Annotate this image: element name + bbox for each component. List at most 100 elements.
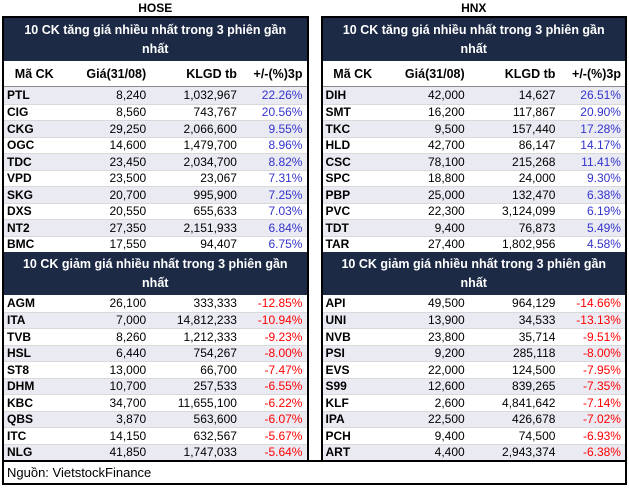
price-cell: 49,500 [427,296,465,311]
ticker-cell: ITC [7,428,27,443]
price-cell: 13,000 [109,362,147,377]
price-cell: 2,600 [434,395,465,410]
change-cell: -6.93% [582,428,621,443]
price-cell: 42,000 [427,88,465,103]
volume-cell: 117,867 [512,105,556,120]
price-cell: 14,150 [109,428,147,443]
price-cell: 20,700 [109,187,147,202]
ticker-cell: CSC [325,154,351,169]
price-cell: 42,700 [427,138,465,153]
table-row: OGC 14,600 1,479,700 8.96% [4,136,307,153]
ticker-cell: SPC [325,171,351,186]
source-text: Nguồn: VietstockFinance [7,465,152,480]
table-row: TVB 8,260 1,212,333 -9.23% [4,328,307,345]
volume-cell: 563,600 [193,412,237,427]
volume-cell: 655,633 [193,204,237,219]
change-cell: 26.51% [580,88,621,103]
volume-cell: 76,873 [518,220,556,235]
volume-cell: 24,000 [518,171,556,186]
volume-cell: 257,533 [193,379,237,394]
table-row: QBS 3,870 563,600 -6.07% [4,410,307,427]
hnx-losers-title: 10 CK giảm giá nhiều nhất trong 3 phiên … [322,252,625,295]
price-cell: 3,870 [116,412,147,427]
ticker-cell: NVB [325,329,351,344]
table-row: PVC 22,300 3,124,099 6.19% [322,202,625,219]
change-cell: -5.67% [264,428,303,443]
change-cell: -13.13% [576,313,621,328]
change-cell: -7.95% [582,362,621,377]
price-cell: 29,250 [109,121,147,136]
price-cell: 27,400 [427,237,465,252]
ticker-cell: DIH [325,88,347,103]
change-cell: -6.38% [582,445,621,460]
ticker-cell: HSL [7,346,31,361]
change-cell: 7.03% [268,204,303,219]
ticker-cell: AGM [7,296,35,311]
table-row: HLD 42,700 86,147 14.17% [322,136,625,153]
table-row: SMT 16,200 117,867 20.90% [322,103,625,120]
table-row: HSL 6,440 754,267 -8.00% [4,344,307,361]
ticker-cell: KLF [325,395,349,410]
volume-cell: 3,124,099 [502,204,556,219]
ticker-cell: TVB [7,329,31,344]
ticker-cell: EVS [325,362,350,377]
volume-cell: 964,129 [512,296,556,311]
volume-cell: 23,067 [200,171,237,186]
hnx-losers-table: API 49,500 964,129 -14.66% UNI 13,900 34,533 -1… [322,295,625,460]
ticker-cell: QBS [7,412,34,427]
column-header-price: Giá(31/08) [404,66,465,81]
table-row: DHM 10,700 257,533 -6.55% [4,377,307,394]
volume-cell: 1,032,967 [183,88,237,103]
table-row: KLF 2,600 4,841,642 -7.14% [322,394,625,411]
volume-cell: 1,747,033 [183,445,237,460]
volume-cell: 132,470 [512,187,556,202]
change-cell: 7.31% [268,171,303,186]
hose-gainers-table: PTL 8,240 1,032,967 22.26% CIG 8,560 743,767 20… [4,87,307,252]
hnx-gainers-table: DIH 42,000 14,627 26.51% SMT 16,200 117,867 20.… [322,87,625,252]
hose-gainers-column-headers: Mã CK Giá(31/08) KLGD tb +/-(%)3p [4,61,307,87]
exchange-label-hnx: HNX [461,1,487,15]
table-row: CKG 29,250 2,066,600 9.55% [4,120,307,137]
change-cell: -6.22% [264,395,303,410]
ticker-cell: NT2 [7,220,30,235]
column-header-ticker: Mã CK [14,66,54,81]
table-row: TDT 9,400 76,873 5.49% [322,219,625,236]
table-row: NLG 41,850 1,747,033 -5.64% [4,443,307,460]
change-cell: 20.90% [580,105,621,120]
price-cell: 8,240 [116,88,147,103]
table-row: ART 4,400 2,943,374 -6.38% [322,443,625,460]
table-row: ITA 7,000 14,812,233 -10.94% [4,311,307,328]
volume-cell: 632,567 [193,428,237,443]
change-cell: -14.66% [576,296,621,311]
change-cell: 5.49% [586,220,621,235]
hnx-panel: 10 CK tăng giá nhiều nhất trong 3 phiên … [320,16,627,462]
ticker-cell: OGC [7,138,35,153]
price-cell: 8,260 [116,329,147,344]
change-cell: 11.41% [581,154,621,169]
table-row: NVB 23,800 35,714 -9.51% [322,328,625,345]
price-cell: 9,200 [434,346,465,361]
volume-cell: 2,066,600 [183,121,237,136]
change-cell: 22.26% [261,88,303,103]
price-cell: 4,400 [434,445,465,460]
change-cell: -8.00% [582,346,621,361]
hose-panel: 10 CK tăng giá nhiều nhất trong 3 phiên … [2,16,309,462]
price-cell: 26,100 [109,296,147,311]
price-cell: 23,450 [109,154,147,169]
price-cell: 6,440 [116,346,147,361]
change-cell: 8.96% [268,138,303,153]
ticker-cell: DHM [7,379,35,394]
price-cell: 7,000 [116,313,147,328]
volume-cell: 285,118 [512,346,556,361]
ticker-cell: SMT [325,105,351,120]
table-row: PBP 25,000 132,470 6.38% [322,186,625,203]
ticker-cell: TDC [7,154,32,169]
column-header-change: +/-(%)3p [253,66,303,81]
volume-cell: 839,265 [512,379,556,394]
table-row: ITC 14,150 632,567 -5.67% [4,427,307,444]
price-cell: 23,500 [109,171,147,186]
table-row: VPD 23,500 23,067 7.31% [4,169,307,186]
table-row: SPC 18,800 24,000 9.30% [322,169,625,186]
price-cell: 78,100 [427,154,465,169]
change-cell: 4.58% [586,237,621,252]
